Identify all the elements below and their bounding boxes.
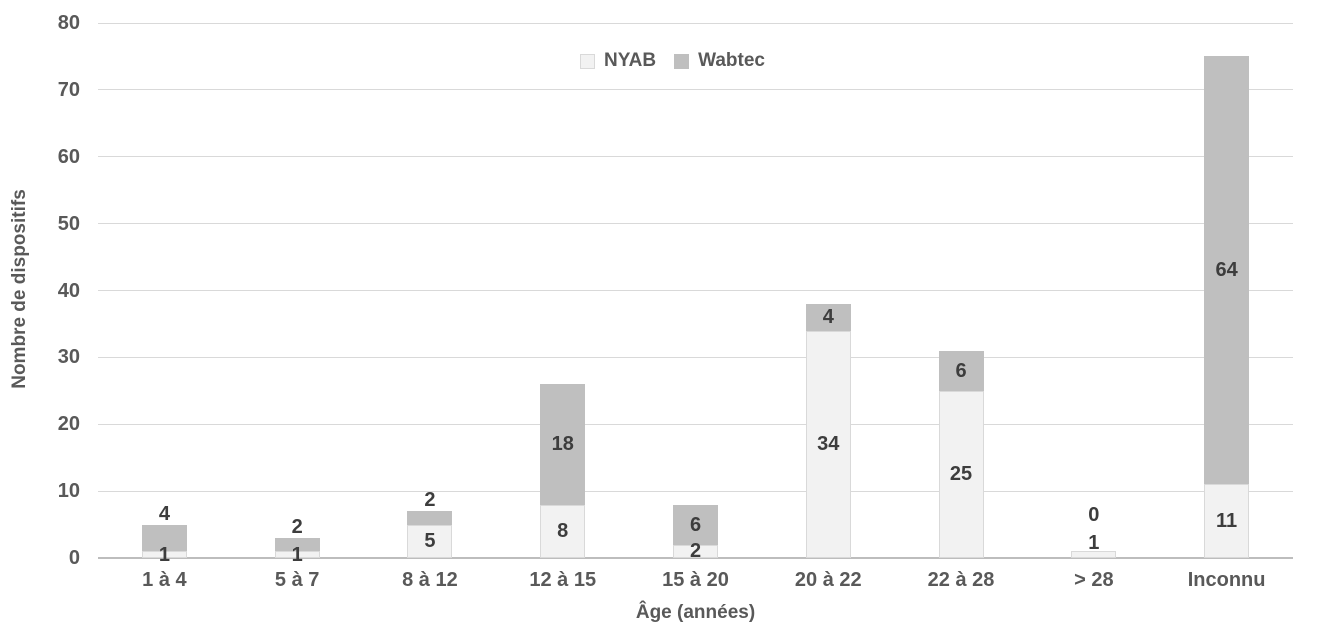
bar-segment-nyab: [540, 504, 586, 558]
x-category-label: 15 à 20: [662, 569, 729, 591]
gridline-30: [98, 356, 1293, 358]
x-category-label: 22 à 28: [927, 569, 995, 591]
y-tick-label-10: 10: [57, 480, 80, 503]
gridline-40: [98, 290, 1293, 291]
y-tick-label-40: 40: [57, 279, 80, 302]
gridline-20: [98, 423, 1293, 425]
y-tick-label-70: 70: [57, 78, 80, 101]
x-category-label: 12 à 15: [529, 569, 597, 591]
data-label-wabtec: 0: [1088, 504, 1100, 527]
nyab-swatch-icon: [580, 53, 595, 69]
gridline-80: [98, 22, 1293, 24]
x-category-label: Inconnu: [1187, 569, 1266, 591]
data-label-nyab: 11: [1216, 510, 1238, 533]
data-label-wabtec: 6: [955, 359, 967, 382]
y-axis-title: Nombre de dispositifs: [9, 189, 30, 389]
x-axis-title: Âge (années): [635, 602, 756, 623]
x-axis-line: [98, 557, 1293, 559]
bar-segment-nyab: [805, 330, 851, 558]
data-label-nyab: 8: [557, 520, 569, 543]
data-label-nyab: 34: [817, 433, 840, 456]
gridline-70: [98, 89, 1293, 91]
y-tick-label-20: 20: [57, 413, 80, 436]
x-category-label: > 28: [1074, 569, 1114, 591]
y-tick-label-60: 60: [57, 145, 80, 168]
bar-segment-wabtec: [938, 350, 984, 391]
gridline-60: [98, 156, 1293, 158]
bar-segment-nyab: [938, 390, 984, 558]
legend-label-nyab: NYAB: [604, 50, 657, 71]
legend-label-wabtec: Wabtec: [698, 50, 765, 71]
bar-segment-wabtec: [274, 537, 320, 552]
gridline-10: [98, 490, 1293, 492]
x-category-label: 8 à 12: [402, 569, 458, 591]
bar-segment-wabtec: [141, 524, 187, 552]
data-label-nyab: 1: [158, 543, 170, 566]
legend-item-nyab: NYAB: [580, 50, 656, 72]
gridline-50: [98, 223, 1293, 225]
bar-segment-nyab: [407, 524, 453, 558]
data-label-wabtec: 4: [158, 502, 170, 525]
bar-segment-nyab: [673, 544, 718, 558]
data-label-nyab: 25: [949, 463, 973, 486]
bar-segment-wabtec: [805, 303, 851, 331]
legend-item-wabtec: Wabtec: [674, 50, 765, 72]
y-tick-label-30: 30: [57, 346, 80, 369]
bar-segment-nyab: [274, 551, 320, 558]
x-category-label: 20 à 22: [794, 569, 862, 591]
data-label-wabtec: 2: [291, 515, 303, 538]
data-label-nyab: 1: [291, 543, 303, 566]
data-label-nyab: 2: [689, 540, 702, 563]
bar-segment-wabtec: [540, 384, 586, 505]
data-label-wabtec: 2: [424, 489, 436, 512]
bar-segment-nyab: [1204, 484, 1250, 558]
data-label-wabtec: 4: [822, 306, 834, 329]
bar-segment-wabtec: [1204, 56, 1250, 485]
y-tick-label-50: 50: [57, 212, 80, 235]
data-label-wabtec: 6: [689, 513, 702, 536]
data-label-wabtec: 64: [1215, 259, 1238, 282]
bar-segment-wabtec: [673, 504, 718, 545]
x-category-label: 5 à 7: [274, 569, 320, 591]
bar-segment-wabtec: [407, 511, 453, 525]
x-category-label: 1 à 4: [142, 569, 187, 591]
bar-segment-nyab: [1071, 551, 1117, 558]
bar-segment-nyab: [141, 551, 187, 558]
y-tick-label-0: 0: [68, 547, 80, 569]
legend: NYAB Wabtec: [580, 50, 765, 72]
y-tick-label-80: 80: [57, 12, 80, 34]
data-label-nyab: 5: [424, 530, 436, 553]
data-label-nyab: 1: [1088, 532, 1100, 555]
wabtec-swatch-icon: [674, 53, 690, 69]
data-label-wabtec: 18: [551, 433, 574, 456]
